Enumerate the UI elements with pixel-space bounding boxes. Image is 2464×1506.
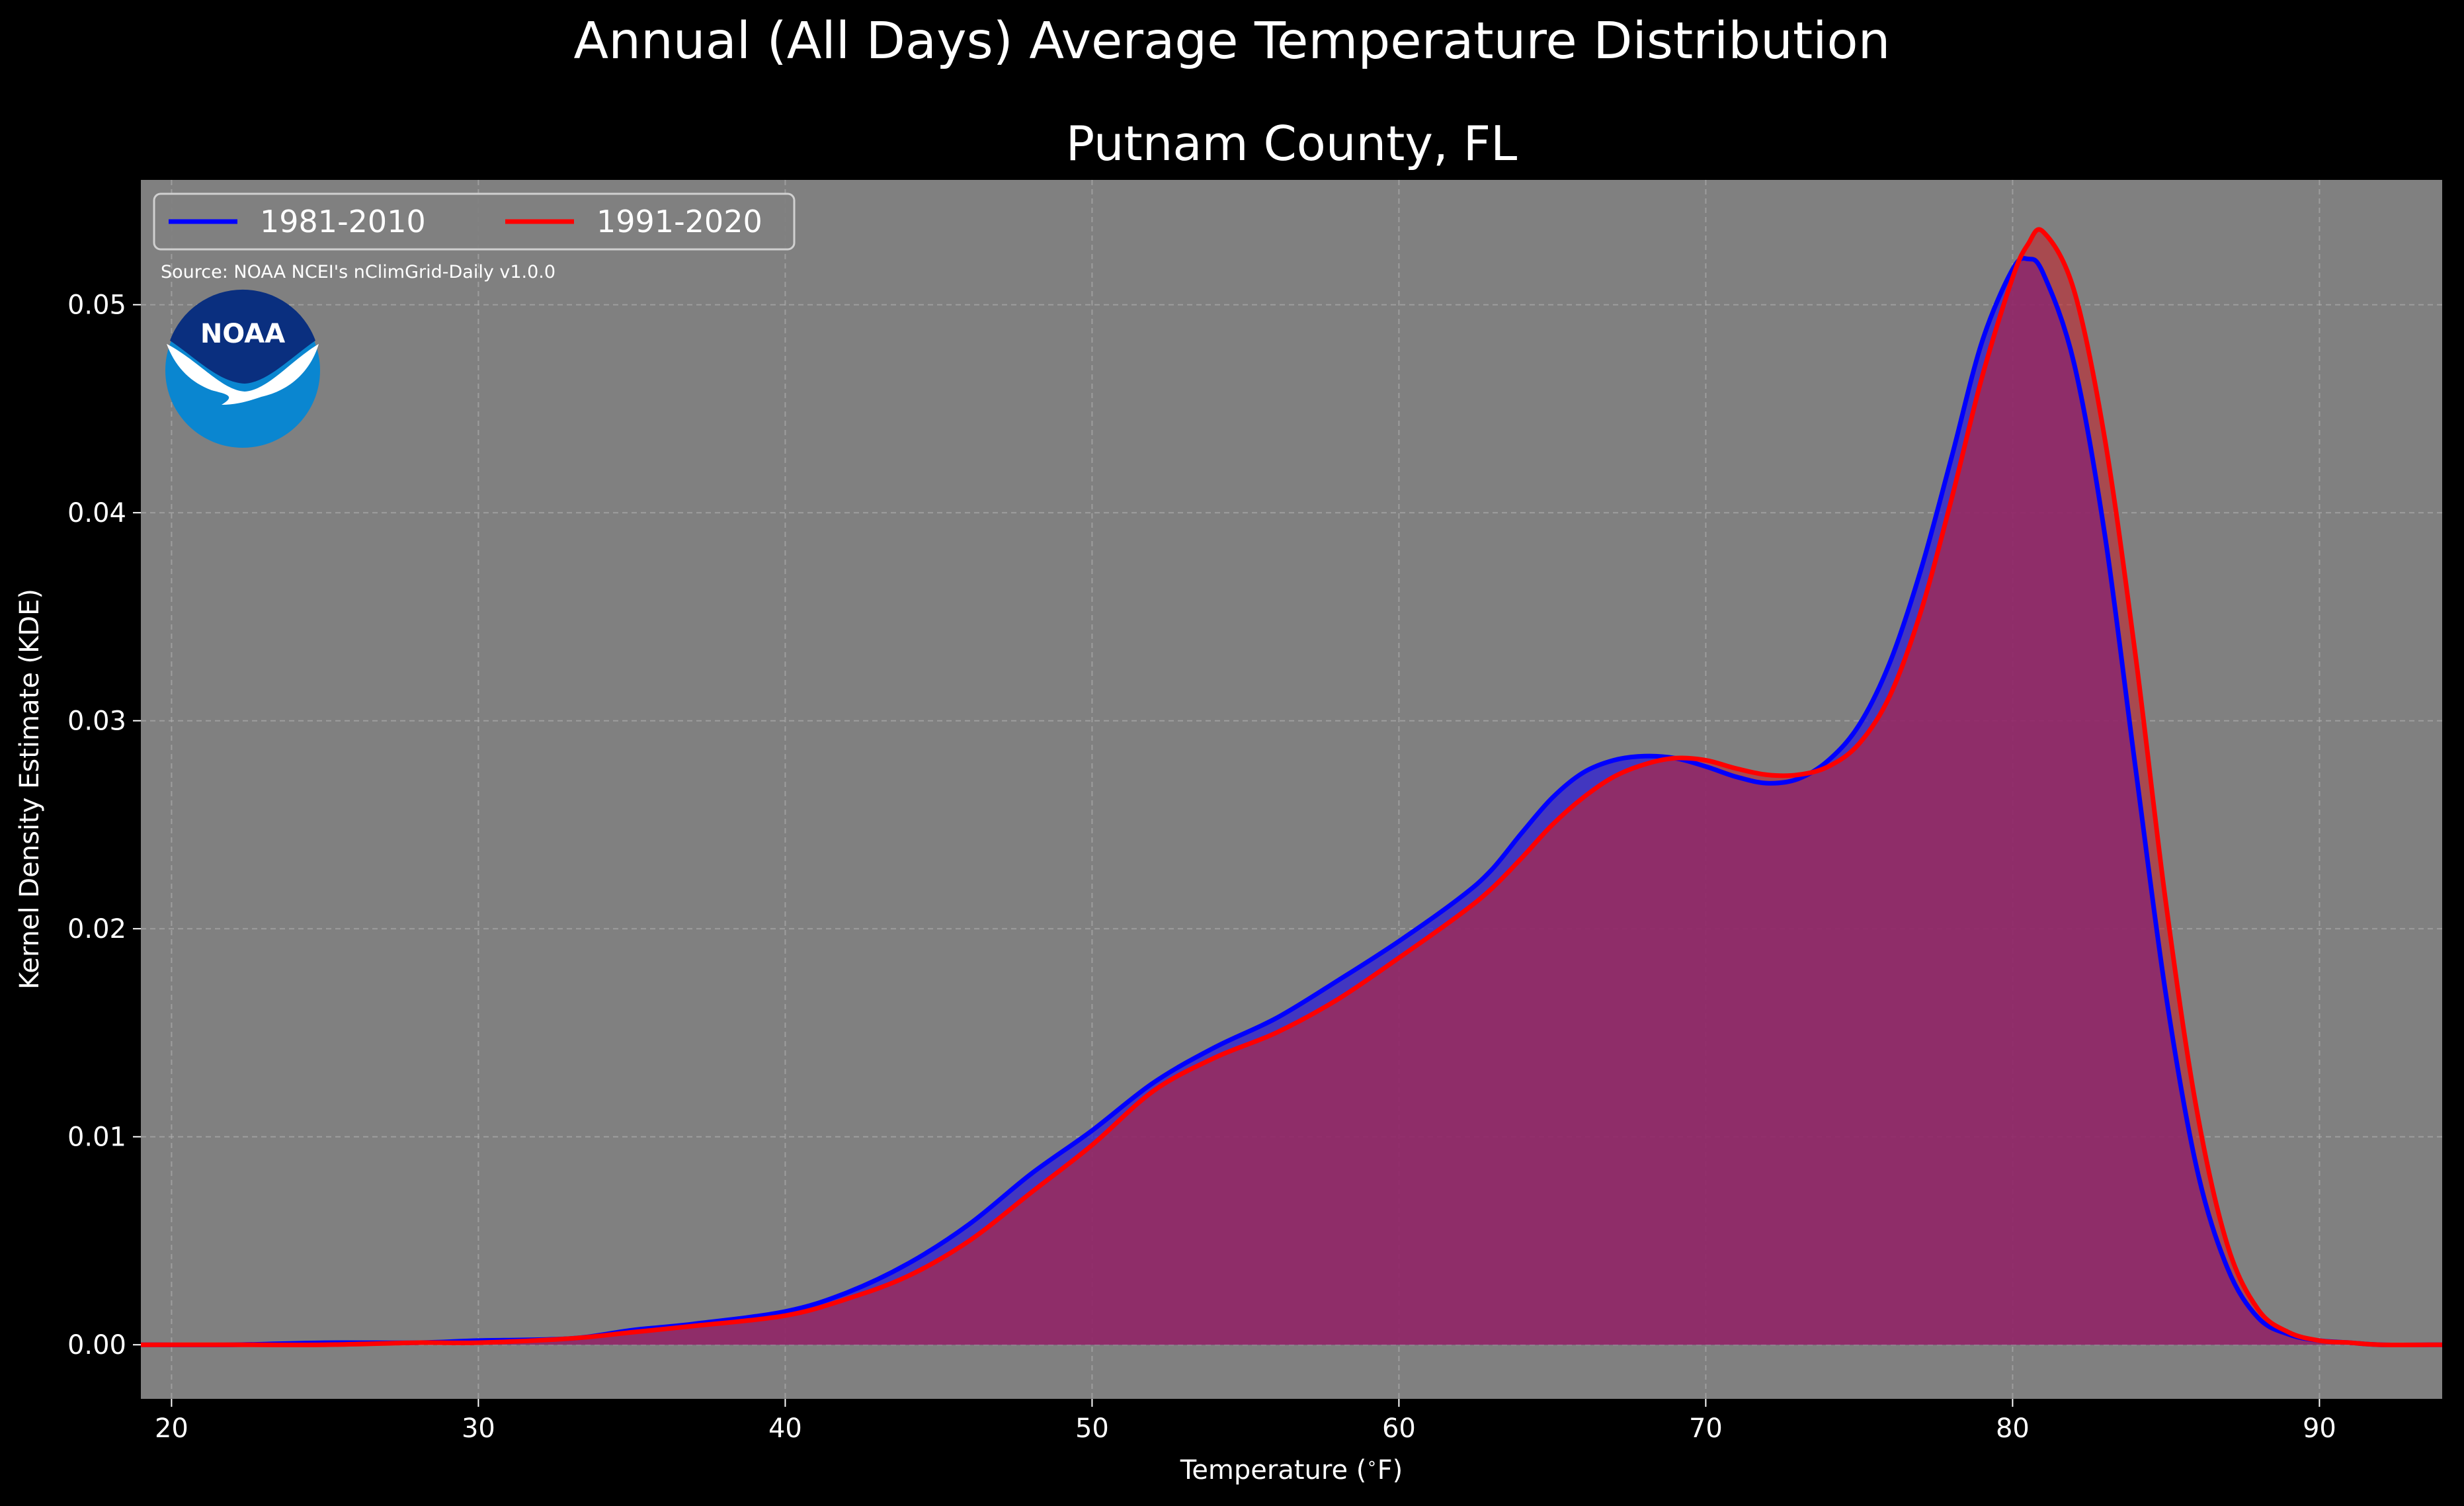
y-tick-label: 0.01 bbox=[67, 1122, 126, 1153]
y-tick-label: 0.02 bbox=[67, 914, 126, 944]
legend-label-1991-2020: 1991-2020 bbox=[596, 204, 762, 239]
y-tick-label: 0.03 bbox=[67, 706, 126, 737]
x-axis-ticks: 20 30 40 50 60 70 80 90 bbox=[155, 1399, 2336, 1444]
legend-label-1981-2010: 1981-2010 bbox=[260, 204, 426, 239]
x-tick-label: 20 bbox=[155, 1413, 188, 1444]
noaa-logo: NOAA bbox=[165, 289, 320, 448]
series-line-1991-2020 bbox=[141, 227, 2443, 1347]
noaa-logo-wordmark: NOAA bbox=[200, 319, 285, 349]
y-axis-label: Kernel Density Estimate (KDE) bbox=[15, 589, 45, 989]
x-tick-label: 40 bbox=[768, 1413, 802, 1444]
noaa-logo-gull-icon bbox=[167, 344, 319, 405]
x-tick-label: 70 bbox=[1689, 1413, 1723, 1444]
x-tick-label: 80 bbox=[1996, 1413, 2030, 1444]
x-tick-label: 50 bbox=[1075, 1413, 1109, 1444]
chart-title: Putnam County, FL bbox=[1066, 116, 1518, 171]
y-axis-ticks: 0.00 0.01 0.02 0.03 0.04 0.05 bbox=[67, 290, 141, 1360]
y-tick-label: 0.05 bbox=[67, 290, 126, 321]
x-axis-label: Temperature (∘F) bbox=[1180, 1454, 1403, 1485]
y-tick-label: 0.00 bbox=[67, 1330, 126, 1360]
x-tick-label: 60 bbox=[1382, 1413, 1416, 1444]
x-tick-label: 30 bbox=[462, 1413, 495, 1444]
series-lines bbox=[140, 227, 2443, 1347]
series-fill-1991-2020 bbox=[141, 230, 2442, 1345]
series-fills bbox=[141, 230, 2442, 1345]
y-tick-label: 0.04 bbox=[67, 498, 126, 528]
legend: 1981-2010 1991-2020 bbox=[153, 192, 796, 251]
x-tick-label: 90 bbox=[2303, 1413, 2336, 1444]
figure-suptitle: Annual (All Days) Average Temperature Di… bbox=[574, 12, 1891, 71]
legend-frame bbox=[153, 192, 796, 251]
source-note: Source: NOAA NCEI's nClimGrid-Daily v1.0… bbox=[161, 262, 555, 282]
noaa-logo-sky bbox=[170, 289, 315, 384]
